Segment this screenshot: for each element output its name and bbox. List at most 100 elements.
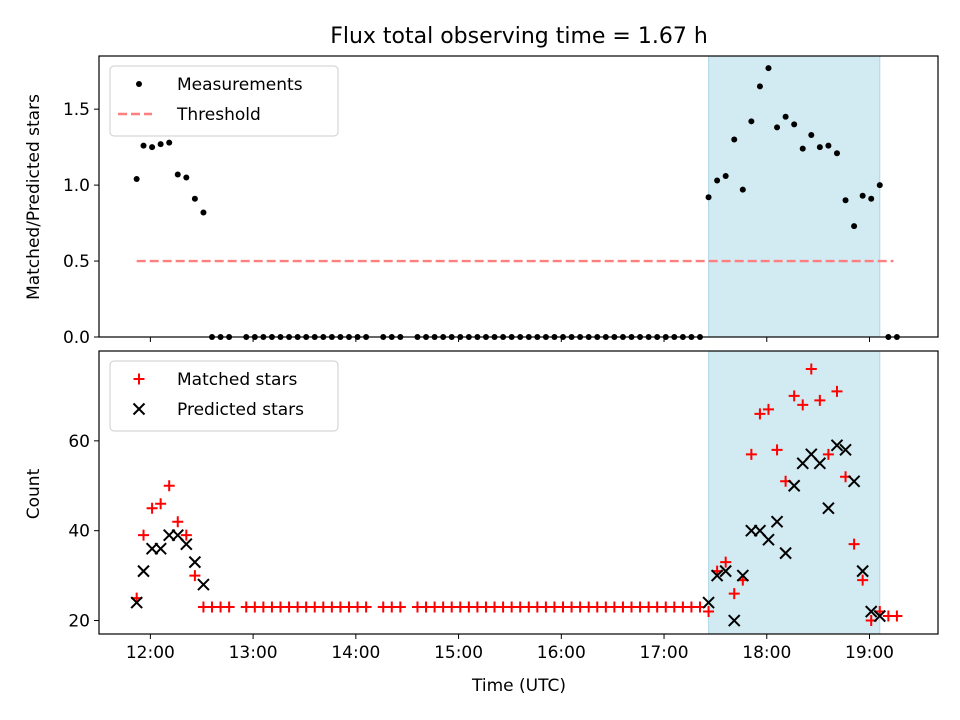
measurement-point — [833, 150, 840, 157]
x-tick-label: 17:00 — [640, 643, 689, 663]
matched-star-point — [857, 574, 869, 586]
chart-title: Flux total observing time = 1.67 h — [330, 24, 708, 49]
matched-star-point — [155, 498, 167, 510]
x-tick-label: 15:00 — [434, 643, 483, 663]
y-tick-label: 1.5 — [63, 100, 90, 120]
legend-label: Matched stars — [177, 370, 297, 390]
predicted-star-point — [728, 614, 741, 627]
axes-frame — [98, 350, 939, 635]
predicted-star-point — [736, 569, 750, 582]
matched-star-point — [771, 444, 783, 456]
predicted-star-point — [873, 609, 886, 623]
predicted-star-point — [770, 515, 784, 528]
predicted-star-point — [762, 533, 775, 546]
y-tick-label: 60 — [68, 432, 90, 452]
measurement-point — [133, 176, 140, 183]
measurement-point — [851, 223, 858, 230]
predicted-star-point — [830, 439, 844, 452]
measurement-point — [782, 113, 789, 120]
matched-star-point — [788, 390, 800, 402]
measurement-point — [722, 172, 729, 179]
measurement-point — [705, 194, 712, 201]
predicted-star-point — [847, 475, 861, 488]
measurement-point — [714, 177, 721, 184]
matched-star-point — [728, 588, 740, 600]
matched-star-point — [360, 601, 372, 613]
legend-marker — [133, 373, 145, 385]
measurement-point — [825, 142, 832, 149]
y-tick-label: 40 — [68, 522, 90, 542]
predicted-star-point — [197, 578, 210, 591]
bottom-panel: 12:00 13:00 14:00 15:00 16:00 17:00 18:00 19:00… — [68, 350, 939, 663]
measurement-point — [774, 124, 781, 131]
x-tick-label: 18:00 — [742, 643, 791, 663]
legend-label: Measurements — [177, 75, 303, 95]
measurement-point — [183, 174, 190, 181]
predicted-star-point — [710, 569, 724, 582]
x-tick-label: 19:00 — [845, 643, 894, 663]
matched-star-point — [394, 601, 406, 613]
matched-star-point — [146, 502, 158, 514]
matched-star-point — [180, 529, 192, 541]
matched-star-point — [762, 403, 774, 415]
x-tick-label: 14:00 — [331, 643, 380, 663]
predicted-star-point — [702, 596, 715, 609]
measurement-point — [149, 144, 156, 151]
predicted-star-point — [822, 502, 835, 515]
measurement-point — [765, 65, 772, 72]
measurement-point — [868, 195, 875, 202]
predicted-star-point — [719, 564, 732, 578]
matched-star-point — [703, 606, 715, 618]
matched-star-point — [163, 480, 175, 492]
axes-frame — [98, 55, 939, 338]
measurement-point — [842, 197, 849, 204]
matched-star-point — [189, 570, 201, 582]
predicted-star-point — [787, 479, 801, 492]
measurement-point — [731, 136, 738, 143]
x-tick-label: 13:00 — [229, 643, 278, 663]
predicted-star-point — [813, 457, 827, 470]
y-axis-label-top: Matched/Predicted stars — [24, 94, 44, 300]
predicted-star-point — [130, 596, 143, 609]
predicted-star-point — [188, 555, 202, 569]
measurement-point — [174, 171, 181, 178]
x-axis-label: Time (UTC) — [471, 676, 566, 696]
y-tick-label: 20 — [68, 612, 90, 632]
measurement-point — [140, 142, 147, 149]
matched-star-point — [831, 385, 843, 397]
measurement-point — [791, 121, 798, 128]
matched-star-point — [754, 408, 766, 420]
measurement-point — [748, 118, 755, 125]
measurement-point — [756, 83, 763, 90]
measurement-point — [859, 192, 866, 199]
legend-marker — [136, 81, 142, 87]
shaded-region — [708, 55, 881, 338]
matched-star-point — [891, 610, 903, 622]
y-tick-label: 0.5 — [63, 252, 90, 272]
matched-star-point — [848, 538, 860, 550]
predicted-star-point — [154, 542, 167, 555]
measurement-point — [157, 141, 164, 148]
measurement-point — [200, 209, 207, 216]
top-panel: 0.0 0.5 1.0 1.5 Measurements Threshold — [63, 55, 939, 348]
matched-star-point — [223, 601, 235, 613]
predicted-star-point — [856, 564, 869, 578]
matched-star-point — [745, 448, 757, 460]
legend-box — [109, 360, 339, 432]
measurement-point — [191, 195, 198, 202]
x-tick-label: 12:00 — [126, 643, 175, 663]
predicted-star-point — [180, 537, 193, 551]
measurement-point — [876, 182, 883, 189]
matched-star-point — [814, 394, 826, 406]
y-axis-label-bottom: Count — [24, 468, 44, 519]
measurement-point — [808, 131, 815, 138]
predicted-star-point — [839, 443, 852, 457]
predicted-star-point — [779, 546, 792, 560]
predicted-star-point — [137, 564, 150, 578]
measurement-point — [816, 144, 823, 151]
legend-box — [109, 65, 339, 137]
matched-star-point — [797, 399, 809, 411]
matched-star-point — [822, 448, 834, 460]
measurement-point — [799, 145, 806, 152]
